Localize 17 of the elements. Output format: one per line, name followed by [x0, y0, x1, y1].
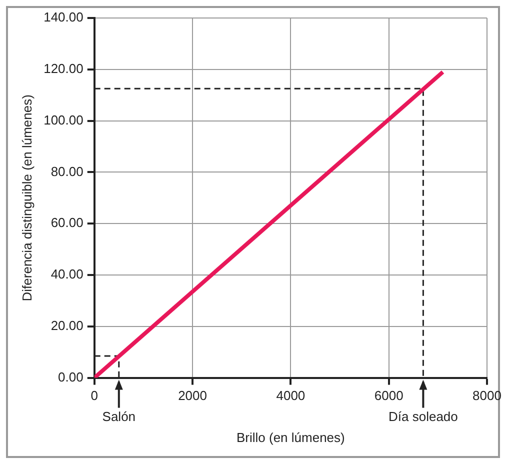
x-tick-label: 0 — [90, 388, 98, 404]
x-tick-label: 8000 — [472, 388, 502, 404]
annotation: Salón — [102, 408, 136, 424]
y-tick-label: 80.00 — [50, 164, 84, 179]
x-tick-label: 6000 — [374, 388, 404, 404]
annotation: Día soleado — [388, 408, 458, 424]
y-tick-label: 0.00 — [58, 369, 84, 384]
x-tick-label: 2000 — [178, 388, 207, 404]
y-tick-label: 100.00 — [44, 112, 84, 128]
y-tick-label: 20.00 — [50, 318, 84, 333]
y-axis-title: Diferencia distinguible (en lúmenes) — [19, 94, 34, 302]
x-tick-label: 4000 — [276, 388, 306, 404]
y-tick-label: 120.00 — [44, 60, 84, 76]
y-tick-label: 60.00 — [50, 215, 84, 230]
x-axis-title: Brillo (en lúmenes) — [236, 430, 345, 445]
y-tick-label: 40.00 — [50, 266, 84, 282]
y-tick-label: 140.00 — [44, 10, 84, 25]
